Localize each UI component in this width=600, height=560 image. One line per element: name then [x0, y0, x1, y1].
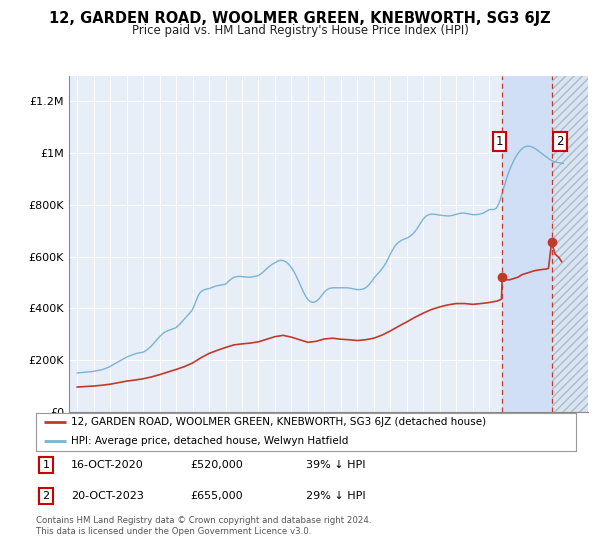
Text: 1: 1: [43, 460, 49, 470]
Text: 39% ↓ HPI: 39% ↓ HPI: [306, 460, 365, 470]
Bar: [551, 76, 588, 412]
Text: 20-OCT-2023: 20-OCT-2023: [71, 491, 144, 501]
Bar: [551, 76, 588, 412]
Text: 2: 2: [43, 491, 50, 501]
Bar: [551, 76, 588, 412]
Text: Contains HM Land Registry data © Crown copyright and database right 2024.
This d: Contains HM Land Registry data © Crown c…: [36, 516, 371, 536]
Text: 12, GARDEN ROAD, WOOLMER GREEN, KNEBWORTH, SG3 6JZ: 12, GARDEN ROAD, WOOLMER GREEN, KNEBWORT…: [49, 11, 551, 26]
Text: £520,000: £520,000: [190, 460, 242, 470]
Bar: [502, 76, 551, 412]
Text: 29% ↓ HPI: 29% ↓ HPI: [306, 491, 365, 501]
Text: HPI: Average price, detached house, Welwyn Hatfield: HPI: Average price, detached house, Welw…: [71, 436, 349, 446]
Text: 2: 2: [556, 134, 563, 148]
Text: Price paid vs. HM Land Registry's House Price Index (HPI): Price paid vs. HM Land Registry's House …: [131, 24, 469, 36]
Text: 1: 1: [496, 134, 503, 148]
Text: 12, GARDEN ROAD, WOOLMER GREEN, KNEBWORTH, SG3 6JZ (detached house): 12, GARDEN ROAD, WOOLMER GREEN, KNEBWORT…: [71, 417, 486, 427]
Text: £655,000: £655,000: [190, 491, 242, 501]
Text: 16-OCT-2020: 16-OCT-2020: [71, 460, 144, 470]
